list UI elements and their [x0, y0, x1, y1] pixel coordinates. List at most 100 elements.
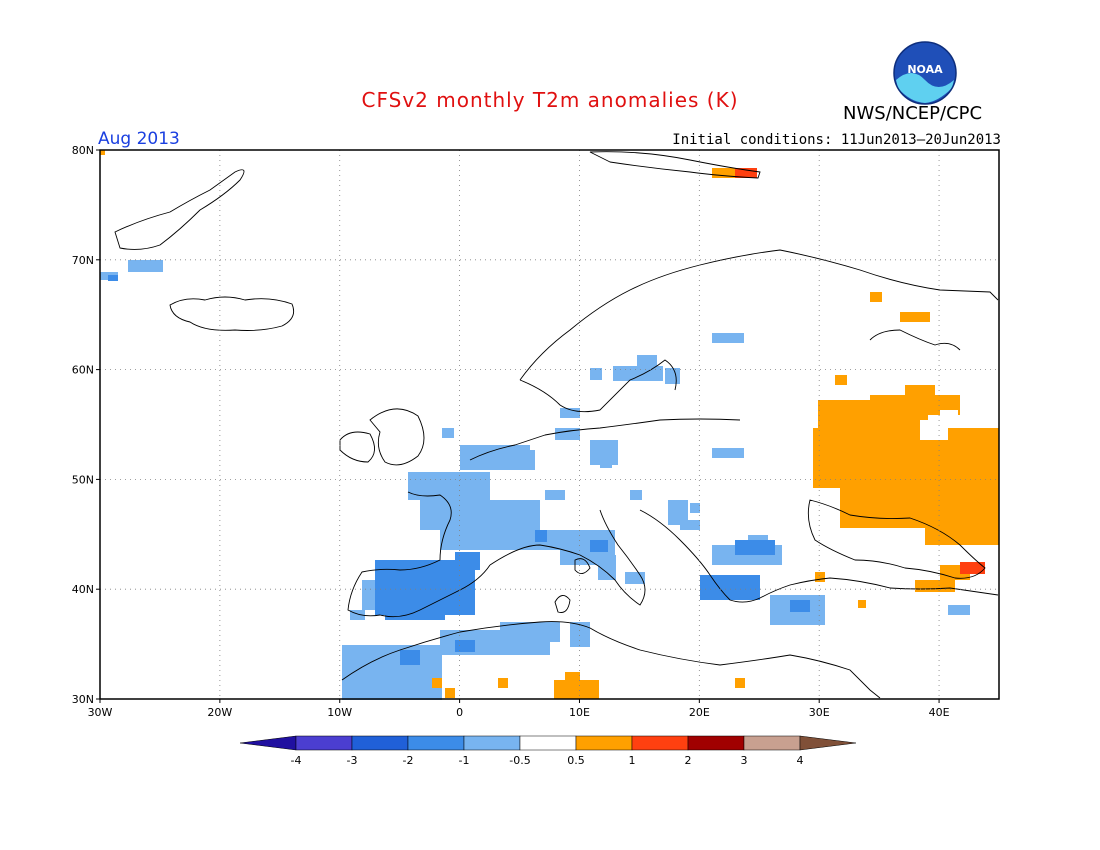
legend-label: 0.5	[567, 754, 585, 767]
legend-label: 2	[685, 754, 692, 767]
legend-label: -2	[403, 754, 414, 767]
anomaly-cell	[400, 650, 420, 665]
anomaly-cell	[535, 530, 547, 542]
lat-label: 40N	[72, 583, 94, 596]
legend-swatch	[575, 735, 633, 751]
anomaly-cell	[790, 600, 810, 612]
lat-label: 70N	[72, 254, 94, 267]
lat-label: 60N	[72, 364, 94, 377]
legend-label: -0.5	[509, 754, 530, 767]
anomaly-cell	[900, 312, 930, 322]
anomaly-cell	[455, 640, 475, 652]
latitude-labels: 80N 70N 60N 50N 40N 30N	[72, 144, 100, 706]
anomaly-cells	[100, 150, 999, 700]
anomaly-cell	[712, 448, 744, 458]
anomaly-cell	[680, 520, 700, 530]
anomaly-cell	[858, 600, 866, 608]
anomaly-cell	[445, 688, 455, 698]
legend-swatch	[743, 735, 801, 751]
anomaly-cell	[835, 375, 847, 385]
anomaly-cell	[637, 355, 657, 367]
anomaly-cell	[440, 530, 520, 550]
legend-label: -4	[291, 754, 302, 767]
legend-swatch	[295, 735, 353, 751]
lon-label: 30W	[88, 706, 113, 719]
legend-arrow-high	[799, 735, 857, 751]
anomaly-cell	[870, 292, 882, 302]
lon-label: 10E	[569, 706, 590, 719]
anomaly-cell	[735, 168, 757, 178]
anomaly-cell	[590, 540, 608, 552]
legend-label: 1	[629, 754, 636, 767]
anomaly-cell	[813, 428, 999, 488]
noaa-logo: NOAA	[892, 40, 958, 106]
anomaly-cell	[510, 445, 530, 460]
anomaly-cell	[100, 150, 105, 155]
legend-arrow-low	[239, 735, 297, 751]
anomaly-cell	[565, 672, 580, 682]
lon-label: 20W	[207, 706, 232, 719]
coastlines	[114, 151, 999, 699]
anomaly-cell	[590, 368, 602, 380]
longitude-labels: 30W 20W 10W 0 10E 20E 30E 40E	[88, 699, 950, 719]
anomaly-cell	[915, 580, 955, 592]
legend-label: -3	[347, 754, 358, 767]
legend-swatch	[687, 735, 745, 751]
anomaly-cell	[700, 575, 760, 600]
anomaly-gap	[920, 420, 948, 440]
legend-label: 3	[741, 754, 748, 767]
valid-month-label: Aug 2013	[98, 129, 180, 149]
anomaly-cell	[498, 678, 508, 688]
noaa-logo-text: NOAA	[907, 63, 943, 76]
anomaly-cell	[128, 260, 163, 272]
anomaly-cell	[815, 572, 825, 582]
anomaly-cell	[665, 368, 680, 384]
anomaly-cell	[735, 540, 775, 555]
legend-swatch	[407, 735, 465, 751]
lat-label: 50N	[72, 473, 94, 486]
anomaly-cell	[554, 680, 599, 699]
anomaly-cell	[342, 645, 442, 700]
anomaly-cell	[668, 500, 688, 525]
initial-conditions-label: Initial conditions: 11Jun2013–20Jun2013	[672, 132, 1001, 148]
anomaly-cell	[598, 555, 616, 580]
anomaly-cell	[385, 595, 445, 620]
anomaly-gap	[940, 410, 958, 422]
lon-label: 40E	[929, 706, 950, 719]
legend-swatch	[631, 735, 689, 751]
anomaly-cell	[600, 460, 612, 468]
anomaly-cell	[570, 622, 590, 647]
lon-label: 0	[456, 706, 463, 719]
anomaly-cell	[870, 395, 960, 415]
anomaly-cell	[712, 168, 737, 178]
anomaly-cell	[960, 562, 985, 574]
anomaly-cell	[420, 500, 540, 530]
anomaly-cell	[948, 605, 970, 615]
anomaly-cell	[630, 490, 642, 500]
anomaly-cell	[555, 428, 580, 440]
map-frame	[99, 149, 1000, 700]
anomaly-cell	[108, 275, 118, 281]
anomaly-cell	[925, 520, 999, 545]
lon-label: 30E	[809, 706, 830, 719]
lon-label: 20E	[689, 706, 710, 719]
lon-label: 10W	[327, 706, 352, 719]
anomaly-cell	[545, 490, 565, 500]
anomaly-cell	[500, 622, 560, 642]
organization-label: NWS/NCEP/CPC	[843, 103, 983, 124]
anomaly-cell	[735, 678, 745, 688]
anomaly-cell	[712, 333, 744, 343]
legend-swatch	[351, 735, 409, 751]
anomaly-gap	[960, 400, 970, 410]
lat-label: 80N	[72, 144, 94, 157]
anomaly-cell	[690, 503, 700, 513]
legend-swatch	[463, 735, 521, 751]
anomaly-cell	[560, 408, 580, 418]
anomaly-cell	[455, 552, 480, 570]
anomaly-cell	[442, 428, 454, 438]
map-title: CFSv2 monthly T2m anomalies (K)	[361, 88, 739, 112]
anomaly-cell	[905, 385, 935, 400]
legend-label: 4	[797, 754, 804, 767]
color-legend: -4 -3 -2 -1 -0.5 0.5 1 2 3 4	[239, 735, 857, 767]
